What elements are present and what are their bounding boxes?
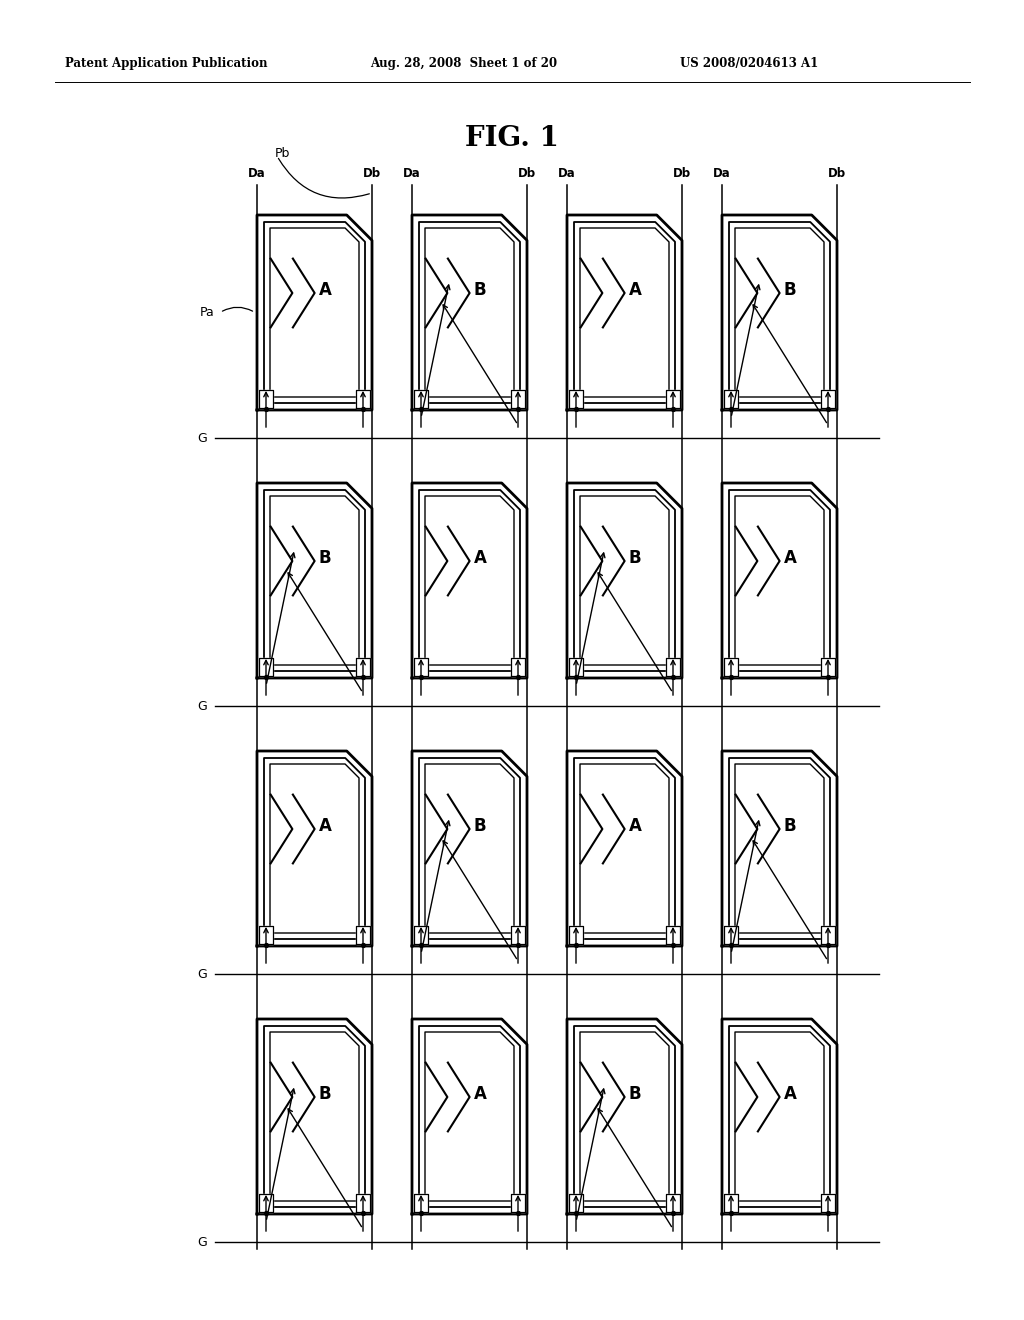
Polygon shape bbox=[412, 751, 527, 946]
Text: Db: Db bbox=[518, 168, 536, 180]
Polygon shape bbox=[569, 657, 583, 676]
Polygon shape bbox=[666, 657, 680, 676]
Text: Da: Da bbox=[248, 168, 266, 180]
Text: Db: Db bbox=[673, 168, 691, 180]
Text: G: G bbox=[198, 1236, 207, 1249]
Polygon shape bbox=[257, 751, 372, 946]
Polygon shape bbox=[414, 1195, 428, 1212]
Text: US 2008/0204613 A1: US 2008/0204613 A1 bbox=[680, 57, 818, 70]
Polygon shape bbox=[259, 389, 273, 408]
Text: B: B bbox=[474, 281, 486, 298]
Polygon shape bbox=[666, 389, 680, 408]
Polygon shape bbox=[414, 927, 428, 944]
Polygon shape bbox=[722, 751, 837, 946]
Text: Aug. 28, 2008  Sheet 1 of 20: Aug. 28, 2008 Sheet 1 of 20 bbox=[370, 57, 557, 70]
Polygon shape bbox=[511, 927, 525, 944]
Text: A: A bbox=[783, 1085, 797, 1102]
Polygon shape bbox=[724, 389, 738, 408]
Polygon shape bbox=[414, 389, 428, 408]
Polygon shape bbox=[724, 657, 738, 676]
Polygon shape bbox=[511, 389, 525, 408]
Polygon shape bbox=[821, 927, 835, 944]
Polygon shape bbox=[567, 215, 682, 411]
Text: Da: Da bbox=[403, 168, 421, 180]
Polygon shape bbox=[666, 927, 680, 944]
Text: G: G bbox=[198, 432, 207, 445]
Text: G: G bbox=[198, 700, 207, 713]
Polygon shape bbox=[511, 1195, 525, 1212]
Polygon shape bbox=[257, 1019, 372, 1214]
Text: B: B bbox=[318, 549, 331, 566]
Polygon shape bbox=[722, 1019, 837, 1214]
Text: B: B bbox=[629, 1085, 641, 1102]
Polygon shape bbox=[821, 657, 835, 676]
Polygon shape bbox=[356, 927, 370, 944]
Text: Pa: Pa bbox=[200, 306, 215, 319]
Polygon shape bbox=[356, 1195, 370, 1212]
Polygon shape bbox=[722, 483, 837, 678]
Text: A: A bbox=[474, 549, 486, 566]
Polygon shape bbox=[257, 483, 372, 678]
Polygon shape bbox=[722, 215, 837, 411]
Polygon shape bbox=[821, 1195, 835, 1212]
Text: A: A bbox=[629, 817, 641, 834]
Polygon shape bbox=[356, 389, 370, 408]
Text: B: B bbox=[318, 1085, 331, 1102]
Text: B: B bbox=[783, 281, 797, 298]
Text: B: B bbox=[474, 817, 486, 834]
Text: A: A bbox=[629, 281, 641, 298]
Polygon shape bbox=[569, 927, 583, 944]
Text: Db: Db bbox=[362, 168, 381, 180]
Polygon shape bbox=[569, 389, 583, 408]
Text: B: B bbox=[629, 549, 641, 566]
Polygon shape bbox=[412, 215, 527, 411]
Polygon shape bbox=[724, 927, 738, 944]
Polygon shape bbox=[259, 657, 273, 676]
Text: Patent Application Publication: Patent Application Publication bbox=[65, 57, 267, 70]
Text: Pb: Pb bbox=[275, 147, 291, 160]
Polygon shape bbox=[414, 657, 428, 676]
Text: Da: Da bbox=[558, 168, 575, 180]
Polygon shape bbox=[567, 751, 682, 946]
Text: FIG. 1: FIG. 1 bbox=[465, 124, 559, 152]
Text: B: B bbox=[783, 817, 797, 834]
Text: G: G bbox=[198, 968, 207, 981]
Polygon shape bbox=[257, 215, 372, 411]
Polygon shape bbox=[511, 657, 525, 676]
Polygon shape bbox=[724, 1195, 738, 1212]
Polygon shape bbox=[259, 927, 273, 944]
Polygon shape bbox=[412, 1019, 527, 1214]
Polygon shape bbox=[567, 483, 682, 678]
Text: A: A bbox=[318, 817, 332, 834]
Polygon shape bbox=[666, 1195, 680, 1212]
Polygon shape bbox=[567, 1019, 682, 1214]
Polygon shape bbox=[259, 1195, 273, 1212]
Polygon shape bbox=[569, 1195, 583, 1212]
Polygon shape bbox=[821, 389, 835, 408]
Text: Da: Da bbox=[713, 168, 731, 180]
Text: Db: Db bbox=[828, 168, 846, 180]
Text: A: A bbox=[783, 549, 797, 566]
Text: A: A bbox=[318, 281, 332, 298]
Polygon shape bbox=[412, 483, 527, 678]
Polygon shape bbox=[356, 657, 370, 676]
Text: A: A bbox=[474, 1085, 486, 1102]
